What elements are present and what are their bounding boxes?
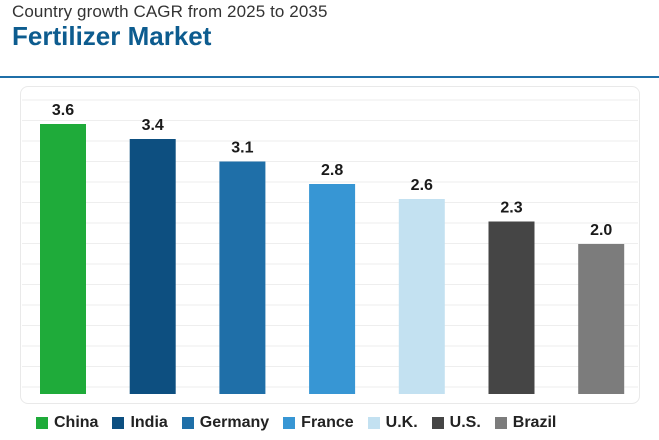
legend-item: U.K. [367, 414, 418, 432]
legend-label: Germany [199, 414, 270, 431]
bar-india [129, 139, 176, 394]
value-label: 3.6 [52, 102, 74, 119]
bar-brazil [578, 244, 625, 394]
chart-legend: China India Germany France U.K. U.S. Brazil [36, 412, 570, 434]
legend-swatch [112, 417, 125, 429]
legend-label: U.K. [385, 414, 418, 431]
chart-title: Fertilizer Market [12, 21, 212, 51]
legend-label: U.S. [449, 414, 481, 431]
value-label: 2.0 [590, 222, 612, 239]
legend-item: Brazil [494, 414, 557, 432]
legend-swatch [36, 417, 48, 429]
bar-uk [398, 199, 445, 394]
chart-subtitle: Country growth CAGR from 2025 to 2035 [12, 2, 328, 21]
bar-china [40, 124, 86, 394]
legend-item: India [112, 414, 168, 432]
value-labels: 3.6 3.4 3.1 2.8 2.6 2.3 2.0 [52, 102, 613, 239]
legend-item: U.S. [431, 414, 481, 432]
title-divider [0, 76, 659, 78]
legend-item: France [283, 414, 354, 432]
legend-swatch [181, 417, 194, 429]
legend-label: India [130, 414, 168, 431]
bar-germany [219, 161, 266, 394]
legend-item: Germany [181, 414, 270, 432]
legend-swatch [494, 417, 507, 429]
value-label: 3.1 [231, 140, 253, 157]
legend-swatch [431, 417, 444, 429]
legend-label: France [301, 414, 354, 431]
legend-swatch [283, 417, 296, 429]
value-label: 2.3 [500, 200, 522, 217]
value-label: 2.8 [321, 162, 343, 179]
bar-us [488, 221, 535, 394]
bars [40, 124, 625, 394]
legend-label: Brazil [512, 414, 557, 431]
bar-france [309, 184, 356, 394]
bar-chart: 3.6 3.4 3.1 2.8 2.6 2.3 2.0 [22, 99, 638, 394]
legend-item: China [36, 414, 98, 432]
value-label: 2.6 [411, 177, 433, 194]
legend-label: China [54, 414, 99, 431]
value-label: 3.4 [142, 117, 164, 134]
legend-swatch [367, 417, 380, 429]
